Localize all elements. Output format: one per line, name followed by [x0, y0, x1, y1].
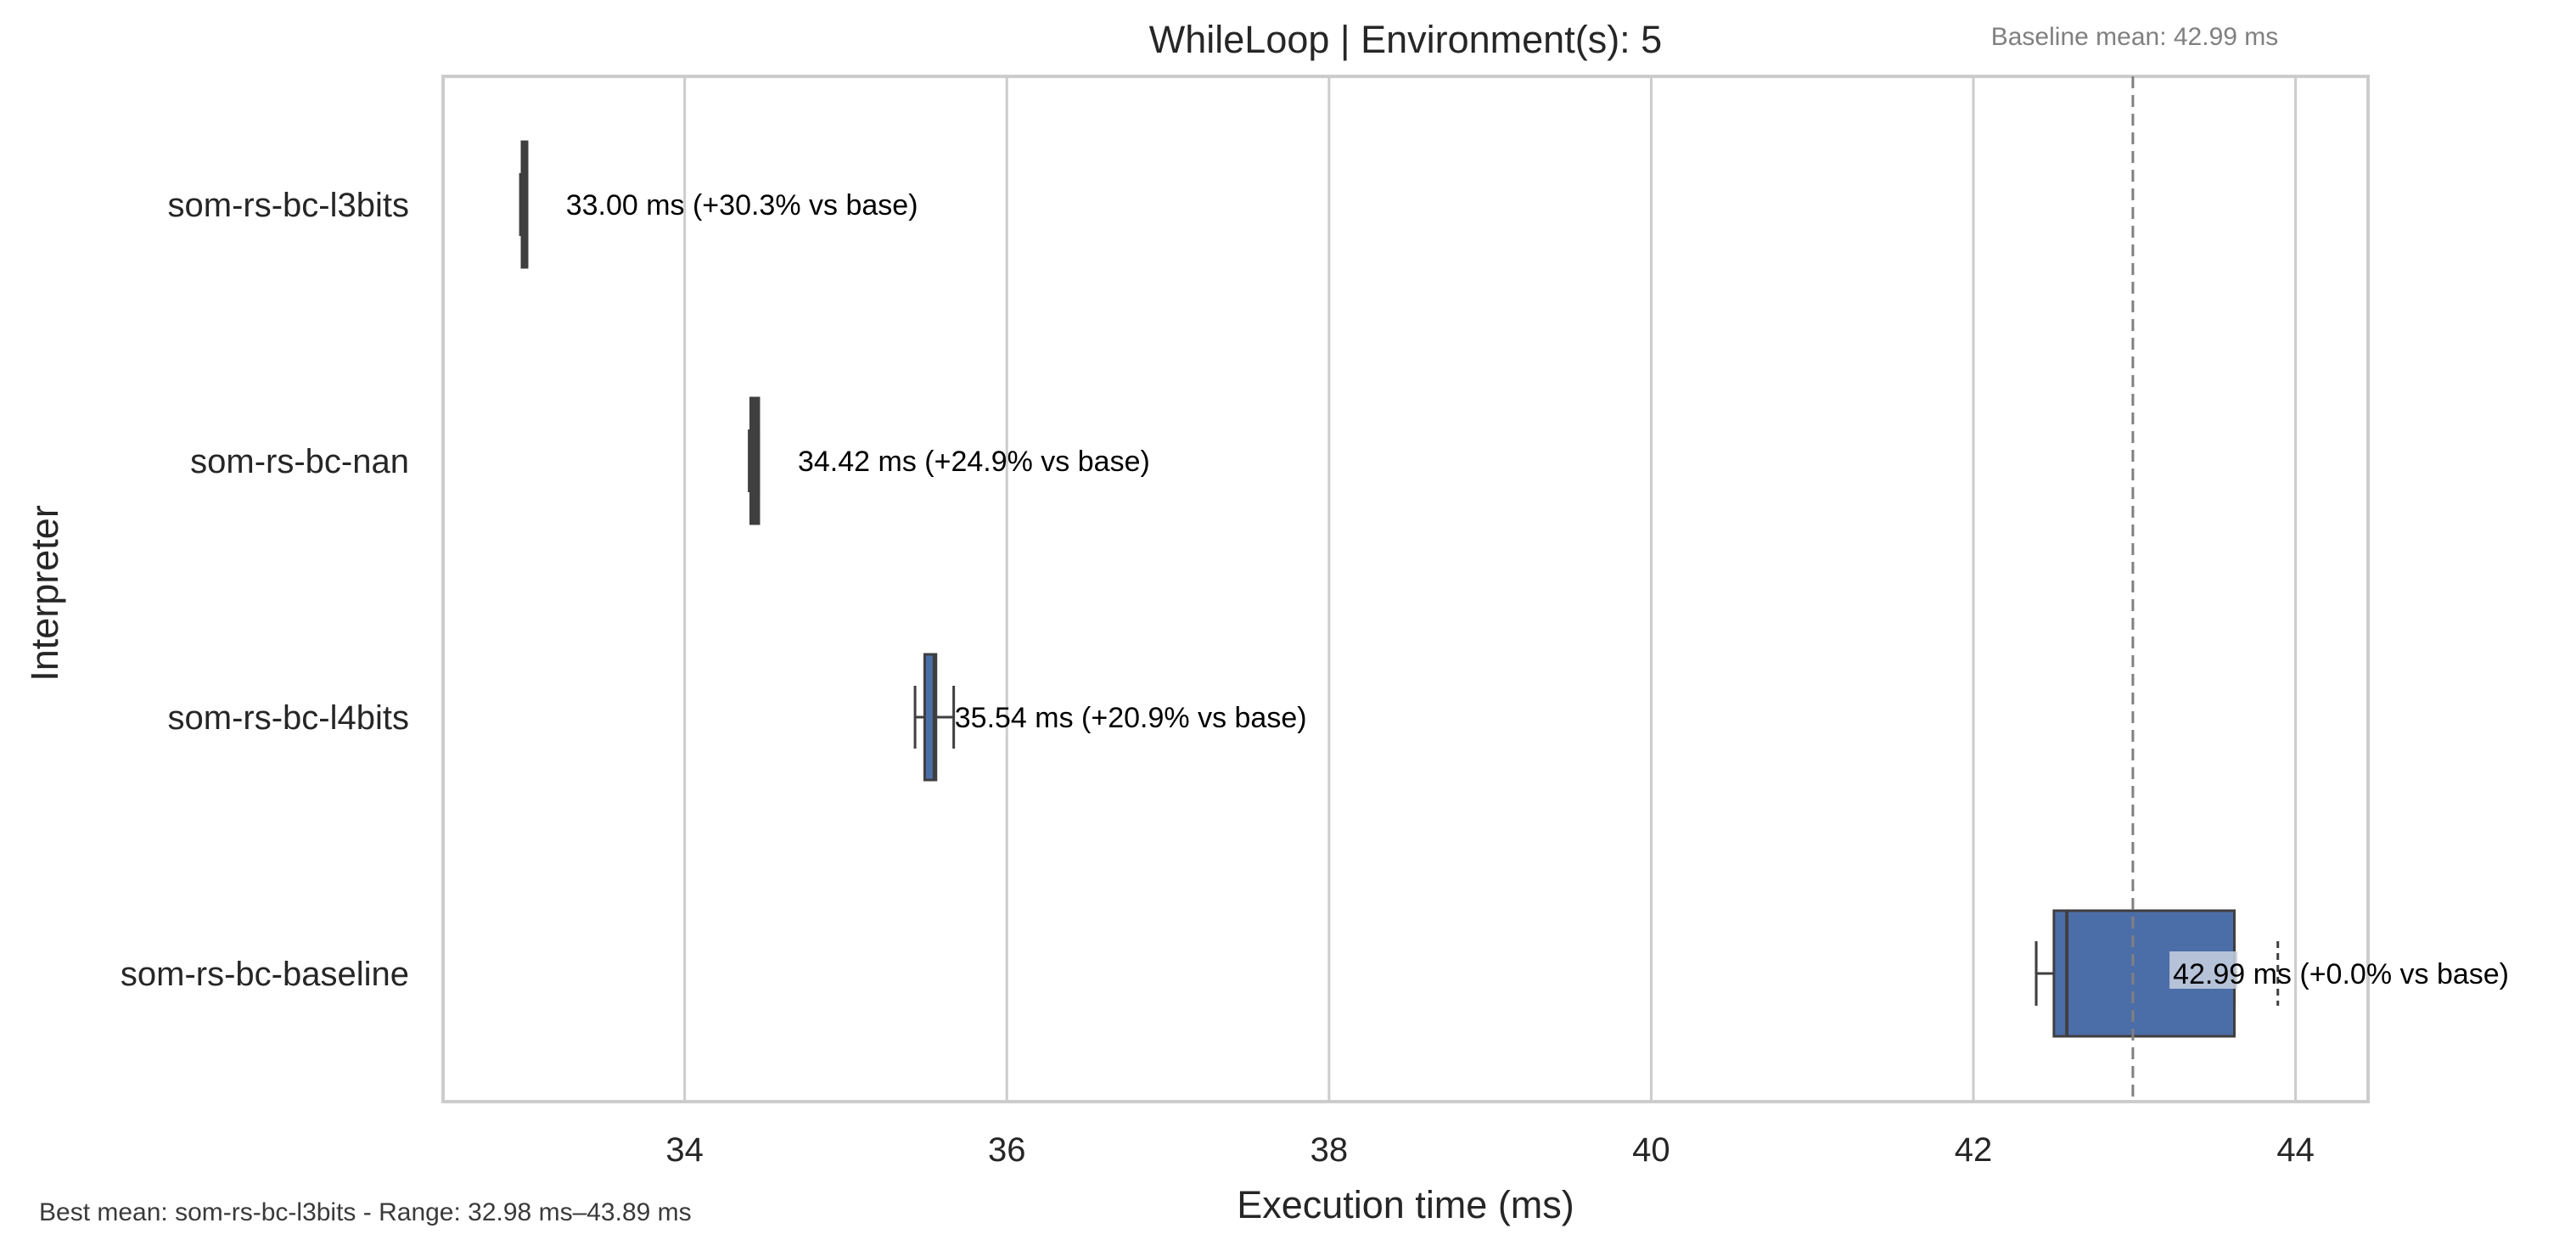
- x-tick-label-40: 40: [1632, 1131, 1670, 1169]
- grid-lines: [683, 76, 2298, 1102]
- x-tick-label-36: 36: [988, 1131, 1026, 1169]
- baseline-mean-label: Baseline mean: 42.99 ms: [1991, 23, 2279, 51]
- data-label-som-rs-bc-baseline: 42.99 ms (+0.0% vs base): [2173, 958, 2509, 990]
- y-axis-label: Interpreter: [23, 505, 66, 682]
- y-tick-label-som-rs-bc-l4bits: som-rs-bc-l4bits: [168, 699, 409, 737]
- x-tick-label-34: 34: [665, 1131, 704, 1169]
- x-tick-label-38: 38: [1310, 1131, 1349, 1169]
- y-tick-label-som-rs-bc-nan: som-rs-bc-nan: [190, 443, 409, 480]
- y-tick-label-som-rs-bc-l3bits: som-rs-bc-l3bits: [168, 187, 409, 224]
- box-som-rs-bc-l3bits: [519, 140, 529, 269]
- footnote: Best mean: som-rs-bc-l3bits - Range: 32.…: [39, 1198, 692, 1226]
- x-tick-labels: 34 36 38 40 42 44: [665, 1131, 2314, 1169]
- y-tick-labels: som-rs-bc-l3bits som-rs-bc-nan som-rs-bc-l…: [121, 187, 409, 993]
- data-label-som-rs-bc-l4bits: 35.54 ms (+20.9% vs base): [955, 702, 1307, 734]
- box-series: [519, 140, 2280, 1038]
- data-label-som-rs-bc-l3bits: 33.00 ms (+30.3% vs base): [566, 189, 918, 222]
- chart-title: WhileLoop | Environment(s): 5: [1149, 18, 1662, 61]
- x-tick-label-44: 44: [2276, 1131, 2315, 1169]
- y-tick-label-som-rs-bc-baseline: som-rs-bc-baseline: [121, 956, 409, 993]
- plot-frame: [441, 75, 2370, 1103]
- x-axis-label: Execution time (ms): [1237, 1183, 1574, 1226]
- x-tick-label-42: 42: [1955, 1131, 1993, 1169]
- data-label-som-rs-bc-nan: 34.42 ms (+24.9% vs base): [798, 446, 1150, 478]
- label-highlight-som-rs-bc-baseline: [2169, 951, 2238, 989]
- data-labels: 33.00 ms (+30.3% vs base) 34.42 ms (+24.9…: [566, 189, 2509, 990]
- box-som-rs-bc-l4bits: [913, 653, 956, 782]
- box-som-rs-bc-nan: [748, 396, 760, 525]
